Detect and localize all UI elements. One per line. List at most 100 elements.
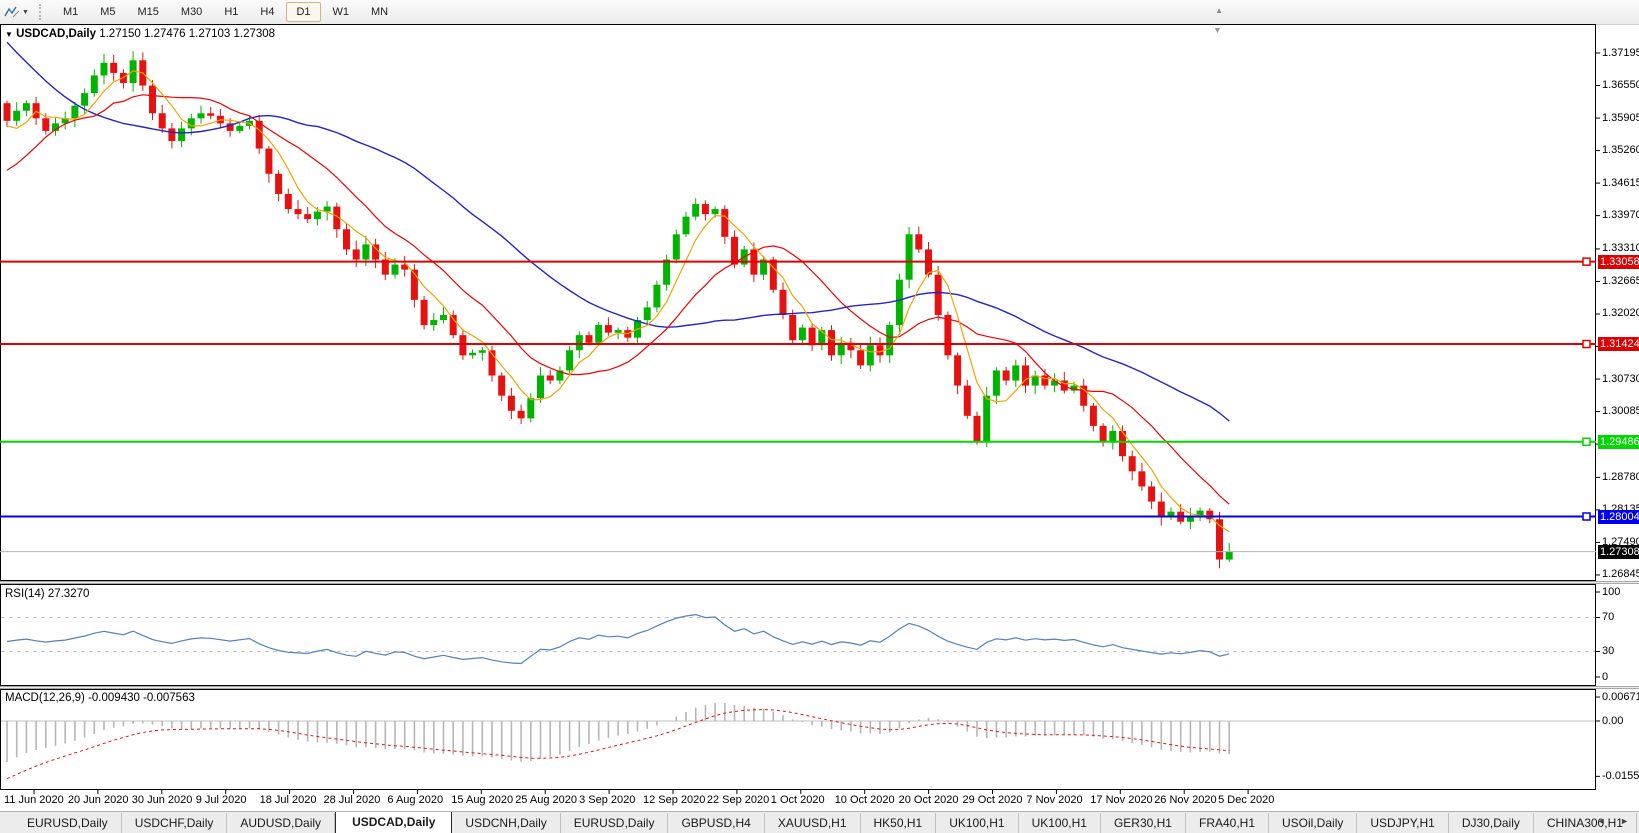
candle-body: [585, 335, 593, 343]
timeframe-button-M15[interactable]: M15: [137, 6, 159, 18]
candle-body: [265, 148, 273, 174]
tab-eurusd-daily[interactable]: EURUSD,Daily: [14, 813, 122, 833]
tab-usdcnh-daily[interactable]: USDCNH,Daily: [452, 813, 561, 833]
candle-body: [527, 398, 535, 419]
panel-border: [0, 689, 1596, 790]
level-handle[interactable]: [1582, 339, 1591, 349]
tab-ger30-h1[interactable]: GER30,H1: [1101, 813, 1186, 833]
candle-body: [1070, 385, 1078, 391]
candle-body: [420, 299, 428, 326]
tab-usdchf-daily[interactable]: USDCHF,Daily: [122, 813, 228, 833]
level-handle[interactable]: [1582, 437, 1591, 447]
candle-body: [71, 105, 79, 119]
timeframe-button-H4[interactable]: H4: [260, 6, 275, 18]
candle-body: [1012, 365, 1020, 381]
tab-hk50-h1[interactable]: HK50,H1: [861, 813, 937, 833]
candle-body: [779, 289, 787, 315]
candle-body: [255, 120, 263, 149]
timeframe-button-MN[interactable]: MN: [371, 6, 389, 18]
tab-usdcad-daily[interactable]: USDCAD,Daily: [335, 812, 453, 833]
macd-histogram: [6, 702, 1230, 762]
candle-body: [498, 375, 506, 396]
tab-uk100-h1[interactable]: UK100,H1: [1019, 813, 1101, 833]
candle-body: [663, 259, 671, 285]
level-handle[interactable]: [1582, 257, 1591, 266]
tab-china300-h1[interactable]: CHINA300,H1: [1534, 813, 1637, 833]
candle-body: [653, 284, 661, 308]
tab-xauusd-h1[interactable]: XAUUSD,H1: [765, 813, 861, 833]
timeframe-button-H1[interactable]: H1: [224, 6, 239, 18]
zigzag-chart-icon: [4, 6, 20, 18]
tab-eurusd-daily[interactable]: EURUSD,Daily: [561, 813, 669, 833]
candle-body: [1119, 430, 1126, 457]
candle-body: [207, 113, 215, 116]
candle-body: [1225, 551, 1233, 560]
candle-body: [61, 118, 69, 124]
candle-body: [1031, 375, 1039, 386]
timeframe-button-M30[interactable]: M30: [180, 6, 203, 18]
candle-body: [22, 103, 30, 111]
candle-body: [711, 209, 719, 215]
timeframe-button-D1[interactable]: D1: [286, 2, 321, 22]
candle-body: [236, 125, 244, 131]
candle-body: [886, 325, 894, 356]
candle-body: [1167, 511, 1175, 517]
tab-dj30-daily[interactable]: DJ30,Daily: [1449, 813, 1534, 833]
panel-border: [0, 24, 1596, 581]
timeframe-buttons: M1 M5 M15 M30 H1 H4 D1 W1 MN: [52, 2, 399, 22]
candle-body: [3, 103, 11, 121]
level-handle[interactable]: [1582, 512, 1591, 521]
candle-body: [197, 113, 205, 119]
tab-audusd-daily[interactable]: AUDUSD,Daily: [227, 813, 336, 833]
candle-body: [13, 110, 21, 121]
candle-body: [1138, 471, 1146, 487]
candle-body: [469, 352, 477, 356]
candle-body: [410, 269, 418, 300]
candle-body: [944, 314, 952, 356]
candle-body: [90, 75, 98, 94]
candle-body: [81, 93, 89, 106]
tab-usdjpy-h1[interactable]: USDJPY,H1: [1357, 813, 1449, 833]
candle-body: [905, 234, 913, 280]
panel-separator[interactable]: [0, 581, 1639, 584]
candle-body: [672, 234, 680, 260]
candle-body: [129, 60, 137, 84]
toolbar-grip[interactable]: [38, 4, 44, 20]
candle-body: [769, 259, 777, 290]
toolbar-up-icon[interactable]: ▲: [1215, 6, 1223, 15]
rsi-line: [6, 613, 1230, 665]
tab-gbpusd-h4[interactable]: GBPUSD,H4: [668, 813, 765, 833]
tab-uk100-h1[interactable]: UK100,H1: [936, 813, 1019, 833]
timeframe-button-M1[interactable]: M1: [62, 6, 79, 18]
candle-body: [226, 123, 234, 131]
sma-fast-line: [6, 70, 1230, 533]
candle-body: [1128, 456, 1136, 472]
candle-body: [333, 206, 341, 230]
candle-body: [313, 211, 321, 220]
candle-body: [178, 128, 186, 142]
candle-body: [983, 395, 991, 442]
candle-body: [682, 216, 690, 235]
candles: [3, 51, 1233, 569]
candle-body: [304, 214, 312, 220]
chart-tool-icon[interactable]: ▼: [4, 5, 29, 19]
tab-fra40-h1[interactable]: FRA40,H1: [1186, 813, 1270, 833]
candle-body: [488, 350, 496, 376]
candle-body: [963, 385, 971, 416]
sma-slow-line: [6, 41, 1230, 422]
candle-body: [52, 123, 59, 131]
candle-body: [556, 370, 564, 381]
candle-body: [1186, 516, 1194, 522]
candle-body: [323, 206, 331, 212]
tab-usoil-daily[interactable]: USOil,Daily: [1269, 813, 1358, 833]
candle-body: [692, 204, 700, 217]
candle-body: [372, 244, 380, 260]
candle-body: [866, 345, 874, 366]
candle-body: [381, 259, 389, 275]
timeframe-button-W1[interactable]: W1: [332, 6, 350, 18]
timeframe-button-M5[interactable]: M5: [100, 6, 116, 18]
tab-scroll-arrows[interactable]: ◄ ►: [1596, 816, 1635, 826]
panel-separator[interactable]: [0, 686, 1639, 689]
